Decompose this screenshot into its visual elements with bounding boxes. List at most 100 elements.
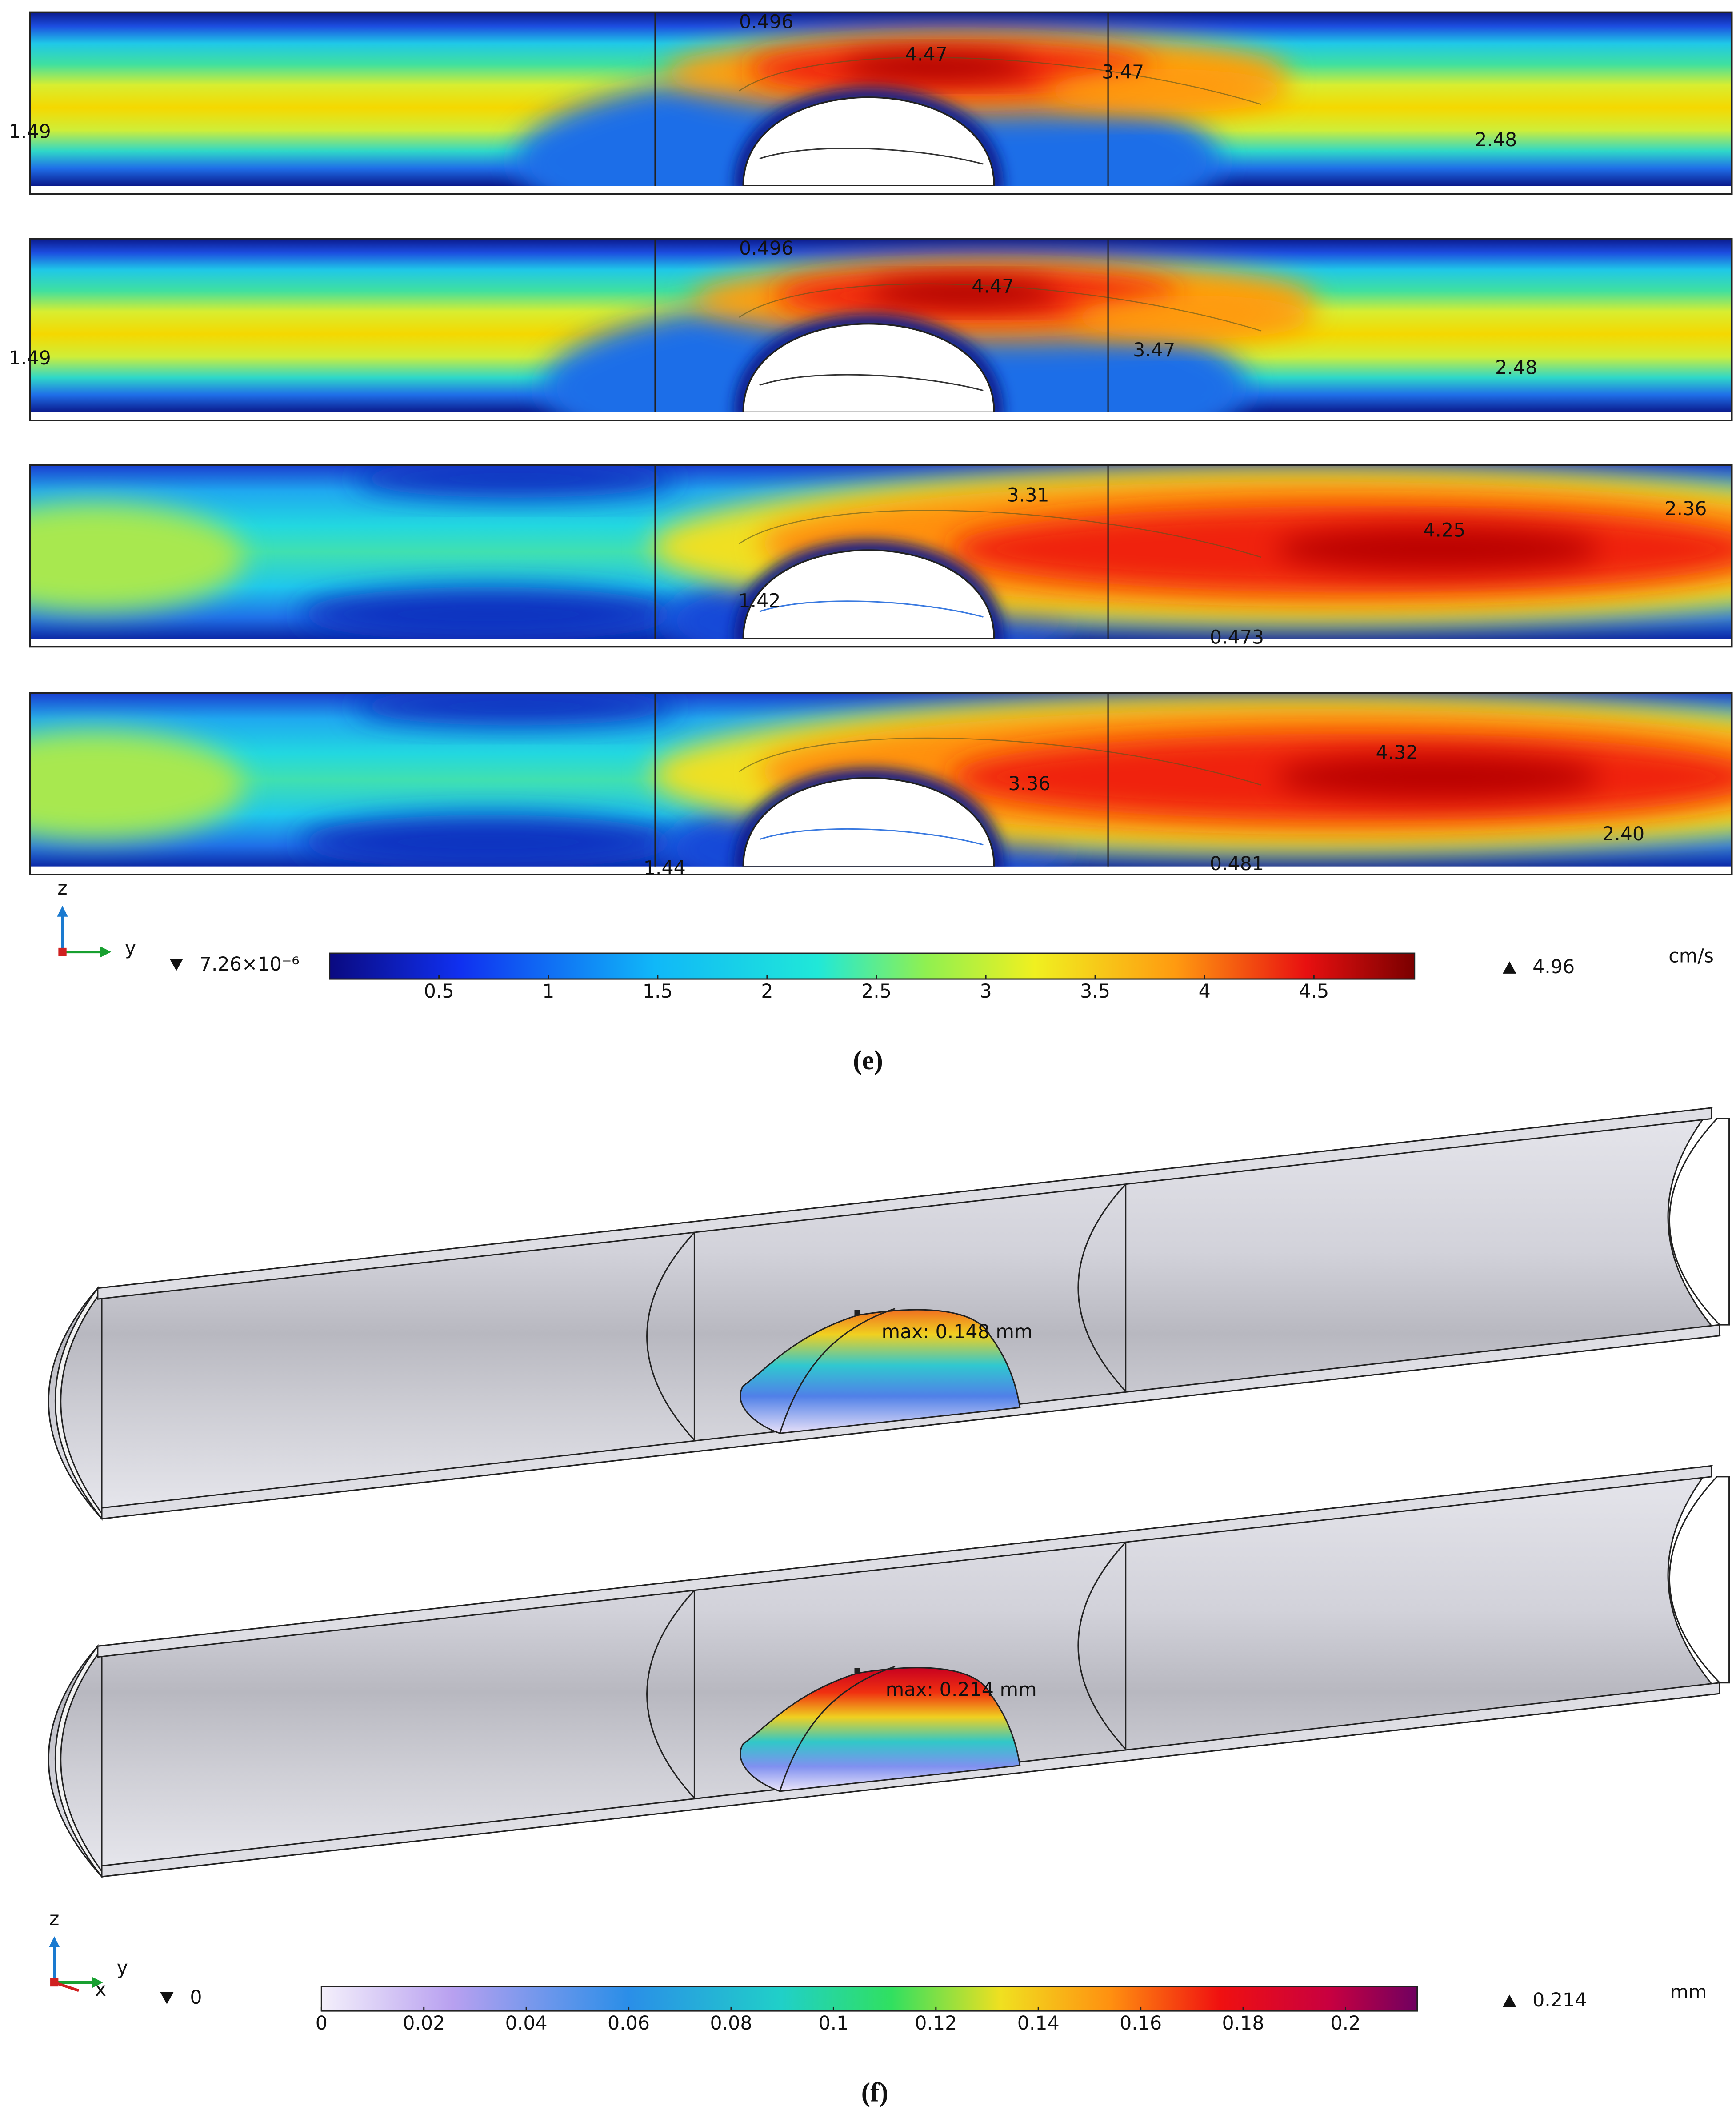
- contour: [759, 374, 984, 392]
- contour-label: 0.473: [1210, 627, 1264, 649]
- flow-blob: [298, 815, 678, 867]
- colorbar-min: 7.26×10⁻⁶: [200, 953, 300, 975]
- obstacle: [742, 96, 995, 186]
- plot-frame: [29, 238, 1733, 421]
- section-arc: [1077, 1183, 1126, 1392]
- arrow-head: [100, 946, 112, 958]
- colorbar-tick-label: 2: [761, 980, 773, 1003]
- max-marker: [854, 1310, 860, 1315]
- contour: [759, 600, 984, 618]
- colorbar-tick-label: 3.5: [1080, 980, 1110, 1003]
- contour: [739, 283, 1262, 332]
- axis-label: x: [95, 1978, 106, 2001]
- flow-blob: [30, 503, 244, 612]
- max-marker: [1503, 1994, 1516, 2007]
- colorbar-tick-label: 2.5: [861, 980, 892, 1003]
- velocity-plot: 3.31 4.25 2.36 1.42 0.473: [29, 464, 1733, 649]
- contour-label: 2.48: [1495, 356, 1537, 379]
- caption: (e): [853, 1046, 883, 1075]
- axis-label: z: [57, 877, 67, 899]
- section-arc: [646, 1232, 695, 1441]
- colorbar-tick-label: 0.16: [1120, 2012, 1162, 2034]
- deposit-arc: [779, 1666, 896, 1792]
- flow-blob: [352, 465, 678, 498]
- axis-label: y: [117, 1957, 128, 1979]
- max-label: max: 0.214 mm: [886, 1678, 1037, 1701]
- section-arc: [646, 1590, 695, 1799]
- contour-label: 3.31: [1007, 484, 1049, 506]
- contour-label: 3.47: [1102, 61, 1144, 83]
- deposit-arc: [779, 1308, 896, 1434]
- contour: [739, 737, 1262, 786]
- panel-e: 0.496 4.47 3.47 1.49 2.48 0.496 4.47 3.47 1.49 2.…: [9, 11, 1733, 1075]
- colorbar-max: 0.214: [1532, 1989, 1587, 2011]
- colorbar-tick-label: 0.14: [1017, 2012, 1060, 2034]
- caption: (f): [861, 2078, 888, 2107]
- field: [30, 12, 1732, 186]
- contour-label: 0.481: [1210, 853, 1264, 875]
- colorbar-tick-label: 3: [980, 980, 992, 1003]
- field: [30, 239, 1732, 412]
- contour-label: 1.49: [9, 121, 51, 143]
- section-arc: [1077, 1542, 1126, 1750]
- contour-label: 4.25: [1423, 520, 1465, 542]
- colorbar-tick-label: 0: [316, 2012, 328, 2034]
- max-marker: [854, 1668, 860, 1674]
- colorbar-tick-label: 0.2: [1331, 2012, 1361, 2034]
- plot-frame: [29, 11, 1733, 195]
- pipe-view: max: 0.214 mm: [48, 1465, 1730, 1879]
- colorbar-tick-label: 0.02: [403, 2012, 445, 2034]
- velocity-plot: 0.496 4.47 3.47 1.49 2.48: [9, 11, 1733, 195]
- pipe-view: max: 0.148 mm: [48, 1107, 1730, 1521]
- pipe-edge: [101, 1682, 1720, 1878]
- arrow-head: [92, 1977, 104, 1988]
- colorbar-unit: mm: [1670, 1981, 1707, 2003]
- colorbar: [329, 952, 1416, 980]
- flow-blob: [298, 587, 678, 639]
- contour: [739, 510, 1262, 558]
- colorbar: [320, 1986, 1418, 2012]
- colorbar-tick-label: 0.5: [424, 980, 454, 1003]
- contour-label: 0.496: [739, 11, 793, 33]
- colorbar-unit: cm/s: [1668, 945, 1714, 967]
- contour-label: 0.496: [739, 237, 793, 260]
- contour-label: 2.36: [1664, 498, 1707, 520]
- flow-blob: [1071, 296, 1316, 339]
- axis-label: z: [49, 1908, 59, 1930]
- colorbar-tick-label: 0.04: [505, 2012, 548, 2034]
- panel-f: 0 0.02 0.04 0.06 0.08 0.1 0.12 0.14 0.16 0.18 0.2 0…: [48, 1107, 1730, 2107]
- plot-frame: [29, 692, 1733, 875]
- contour-label: 3.47: [1133, 339, 1175, 361]
- pipe-edge: [97, 1107, 1712, 1300]
- colorbar-tick-label: 1.5: [643, 980, 673, 1003]
- contour: [739, 57, 1262, 105]
- contour-label: 1.44: [644, 857, 686, 879]
- velocity-plot: 0.496 4.47 3.47 1.49 2.48: [9, 237, 1733, 421]
- contour: [759, 148, 984, 165]
- colorbar-min: 0: [190, 1986, 202, 2009]
- contour-label: 4.47: [905, 44, 948, 66]
- contour-label: 1.49: [9, 347, 51, 369]
- arrow-head: [57, 906, 68, 917]
- field: [30, 465, 1732, 639]
- flow-blob: [868, 279, 1058, 307]
- min-marker: [169, 959, 184, 971]
- flow-blob: [840, 53, 1031, 80]
- pipe-end: [1668, 1118, 1730, 1326]
- obstacle: [742, 323, 995, 412]
- max-label: max: 0.148 mm: [882, 1321, 1033, 1343]
- contour-label: 2.40: [1602, 823, 1644, 845]
- colorbar-tick-label: 0.18: [1222, 2012, 1264, 2034]
- contour-label: 1.42: [738, 590, 780, 612]
- colorbar-tick-label: 4: [1199, 980, 1211, 1003]
- min-marker: [160, 1992, 174, 2004]
- field: [30, 693, 1732, 867]
- colorbar-tick-label: 0.12: [915, 2012, 957, 2034]
- plot-frame: [29, 464, 1733, 648]
- flow-blob: [1275, 527, 1600, 571]
- contour-label: 4.32: [1376, 742, 1418, 764]
- colorbar-tick-label: 0.08: [710, 2012, 752, 2034]
- flow-blob: [1044, 69, 1288, 113]
- contour-label: 4.47: [972, 275, 1014, 297]
